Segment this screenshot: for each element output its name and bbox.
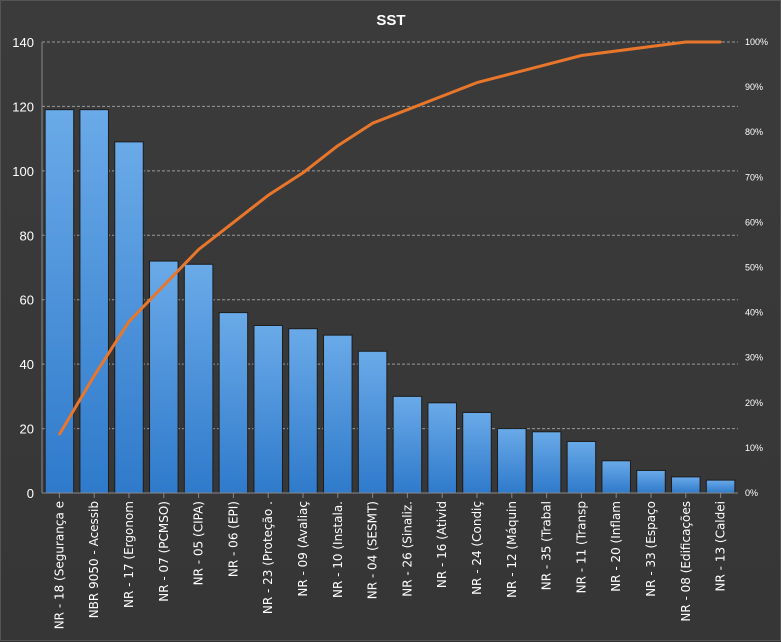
line-point xyxy=(371,121,374,125)
y2-tick-label: 80% xyxy=(745,127,763,137)
line-point xyxy=(127,320,131,323)
line-point xyxy=(649,45,653,48)
y-tick-label: 120 xyxy=(12,99,34,114)
y2-tick-label: 40% xyxy=(745,308,763,318)
bar xyxy=(671,476,701,494)
bar xyxy=(253,324,283,494)
bar xyxy=(323,334,353,494)
y-tick-label: 40 xyxy=(20,357,34,372)
bar xyxy=(601,460,631,494)
bar xyxy=(357,350,388,494)
y2-tick-label: 100% xyxy=(745,37,768,47)
line-point xyxy=(58,433,61,436)
x-tick-label: NR - 10 (Instala. xyxy=(331,501,345,598)
x-tick-label: NR - 07 (PCMSO) xyxy=(157,501,171,602)
line-point xyxy=(267,194,270,197)
y-axis-right: 0% 10% 20% 30% 40% 50% 60% 70% 80% 90% 100% xyxy=(745,37,768,498)
line-point xyxy=(684,40,687,44)
line-point xyxy=(615,49,618,53)
y2-tick-label: 30% xyxy=(745,353,763,363)
x-tick-label: NR - 08 (Edificações xyxy=(679,501,693,622)
x-tick-label: NR - 06 (EPI) xyxy=(226,501,240,577)
y-tick-label: 60 xyxy=(20,293,34,308)
line-point xyxy=(580,54,583,57)
bar xyxy=(79,109,109,494)
x-tick-label: NR - 18 (Segurança e xyxy=(52,501,66,629)
line-point xyxy=(93,374,96,377)
line-point xyxy=(336,144,339,147)
y-tick-label: 80 xyxy=(20,228,34,243)
x-tick-label: NR - 05 (CIPA) xyxy=(192,501,206,585)
x-tick-label: NR - 26 (Sinaliz. xyxy=(400,501,414,597)
y-tick-label: 100 xyxy=(12,164,34,179)
x-tick-label: NBR 9050 - Acessib xyxy=(87,501,101,618)
y2-tick-label: 20% xyxy=(745,398,763,408)
bar xyxy=(392,395,423,494)
x-axis: NR - 18 (Segurança e NBR 9050 - Acessib NR… xyxy=(42,492,738,629)
x-tick-label: NR - 11 (Transp xyxy=(574,501,588,593)
x-tick-label: NR - 20 (Inflam xyxy=(609,501,623,592)
y2-tick-label: 60% xyxy=(745,217,763,227)
chart-title: SST xyxy=(376,12,405,29)
y-axis-left: 0 20 40 60 80 100 120 140 xyxy=(12,35,43,501)
cumulative-line xyxy=(58,40,721,436)
bar xyxy=(114,141,144,494)
x-tick-label: NR - 12 (Máquin xyxy=(505,501,519,598)
grid-lines xyxy=(42,41,738,430)
y2-tick-label: 90% xyxy=(745,82,763,92)
bar xyxy=(183,263,214,494)
y2-tick-label: 50% xyxy=(745,263,763,273)
line-point xyxy=(475,81,479,84)
x-tick-label: NR - 35 (Trabal xyxy=(540,501,554,590)
x-tick-label: NR - 16 (Ativid xyxy=(435,501,449,588)
x-tick-label: NR - 17 (Ergonom xyxy=(122,501,136,608)
line-point xyxy=(197,248,200,251)
line-point xyxy=(510,72,513,75)
bar xyxy=(705,479,736,494)
bar xyxy=(462,411,492,494)
x-tick-label: NR - 23 (Proteção . xyxy=(261,501,275,614)
cumulative-line-series xyxy=(58,40,722,436)
x-tick-label: NR - 04 (SESMT) xyxy=(366,501,380,599)
x-tick-label: NR - 24 (Condiç xyxy=(470,501,484,595)
bar xyxy=(288,328,318,494)
bar-series xyxy=(44,109,736,494)
bar xyxy=(636,469,666,494)
line-point xyxy=(301,171,305,174)
x-tick-label: NR - 13 (Caldei xyxy=(714,501,728,591)
bar xyxy=(566,440,597,494)
y-tick-label: 20 xyxy=(20,422,34,437)
y-tick-label: 0 xyxy=(27,486,34,501)
y2-tick-label: 0% xyxy=(745,488,758,498)
y-tick-label: 140 xyxy=(12,35,34,50)
line-point xyxy=(406,108,409,111)
x-tick-label: NR - 33 (Espaço xyxy=(644,501,658,597)
line-point xyxy=(441,94,444,98)
bar xyxy=(497,428,527,494)
line-point xyxy=(232,221,235,224)
line-point xyxy=(545,63,548,66)
y2-tick-label: 70% xyxy=(745,172,763,182)
x-tick-label: NR - 09 (Avaliaç xyxy=(296,501,310,597)
line-point xyxy=(719,40,722,44)
y2-tick-label: 10% xyxy=(745,443,763,453)
bar xyxy=(531,431,562,494)
bar xyxy=(218,312,249,494)
line-point xyxy=(162,284,165,287)
bar xyxy=(427,402,457,494)
bar xyxy=(149,260,179,494)
